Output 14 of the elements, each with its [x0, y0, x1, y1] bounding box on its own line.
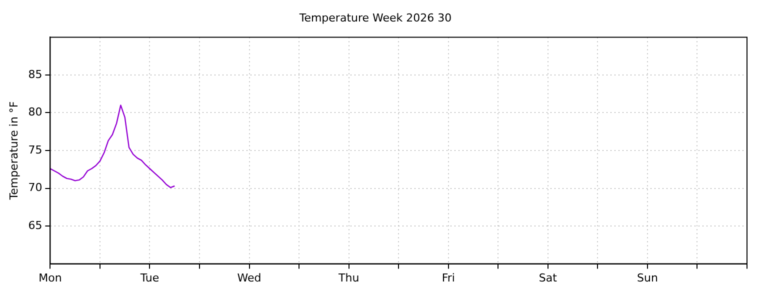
x-tick-label: Thu — [337, 271, 360, 284]
x-tick-label: Fri — [442, 271, 455, 284]
x-tick-label: Tue — [139, 271, 160, 284]
x-tick-label: Sat — [538, 271, 558, 284]
y-tick-label: 65 — [28, 218, 42, 232]
x-tick-label: Sun — [636, 271, 658, 284]
chart-title: Temperature Week 2026 30 — [298, 11, 452, 24]
y-axis-title: Temperature in °F — [7, 101, 20, 201]
y-tick-label: 70 — [28, 181, 42, 194]
x-tick-label: Mon — [38, 271, 62, 284]
x-tick-label: Wed — [237, 271, 262, 284]
y-tick-label: 75 — [28, 143, 42, 156]
y-tick-label: 85 — [28, 68, 42, 81]
y-tick-label: 80 — [28, 106, 42, 119]
